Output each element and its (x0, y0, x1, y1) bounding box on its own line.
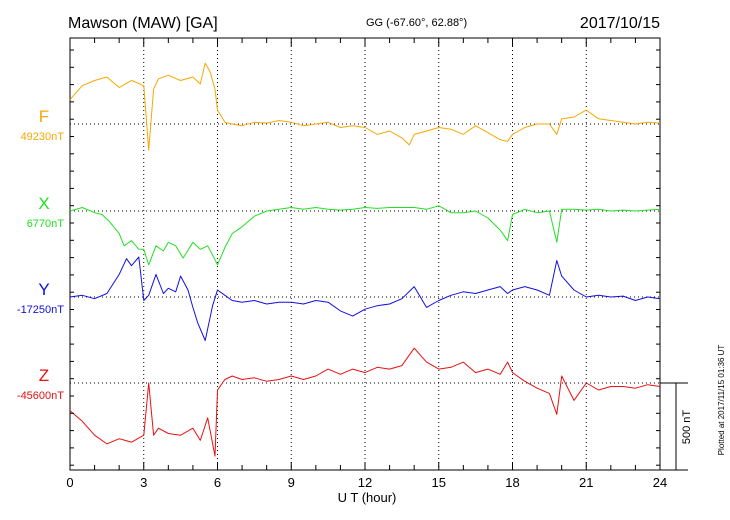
x-tick-label: 12 (358, 475, 372, 490)
series-name-y: Y (38, 280, 49, 299)
series-line-z (69, 347, 661, 457)
x-axis: 0 3 6 9 12 15 18 21 24 (66, 38, 667, 490)
x-tick-label: 0 (66, 475, 73, 490)
scale-bar-label: 500 nT (681, 410, 693, 445)
baseline-label-f: 49230nT (21, 131, 65, 143)
series-name-x: X (38, 194, 49, 213)
x-tick-label: 15 (432, 475, 446, 490)
baseline-label-z: -45600nT (17, 390, 64, 402)
scale-bar: 500 nT (660, 382, 693, 471)
x-axis-label: U T (hour) (338, 490, 397, 505)
x-tick-label: 9 (288, 475, 295, 490)
plotted-timestamp: Plotted at 2017/11/15 01:36 UT (717, 345, 726, 456)
series-line-x (69, 205, 661, 266)
baseline-label-y: -17250nT (17, 304, 64, 316)
grid-lines (70, 38, 660, 470)
series-line-y (69, 256, 661, 341)
series-name-z: Z (39, 366, 49, 385)
x-tick-label: 6 (214, 475, 221, 490)
x-tick-label: 3 (140, 475, 147, 490)
chart-title-coordinates: GG (-67.60°, 62.88°) (366, 17, 467, 29)
chart-title-date: 2017/10/15 (580, 15, 660, 32)
series-line-f (69, 62, 661, 151)
baseline-label-x: 6770nT (27, 218, 65, 230)
series-group: F 49230nT X 6770nT Y -17250nT Z -45600nT (17, 62, 661, 457)
x-tick-label: 21 (579, 475, 593, 490)
x-tick-label: 18 (505, 475, 519, 490)
x-tick-label: 24 (653, 475, 667, 490)
chart-title-station: Mawson (MAW) [GA] (68, 15, 218, 32)
series-name-f: F (39, 107, 49, 126)
